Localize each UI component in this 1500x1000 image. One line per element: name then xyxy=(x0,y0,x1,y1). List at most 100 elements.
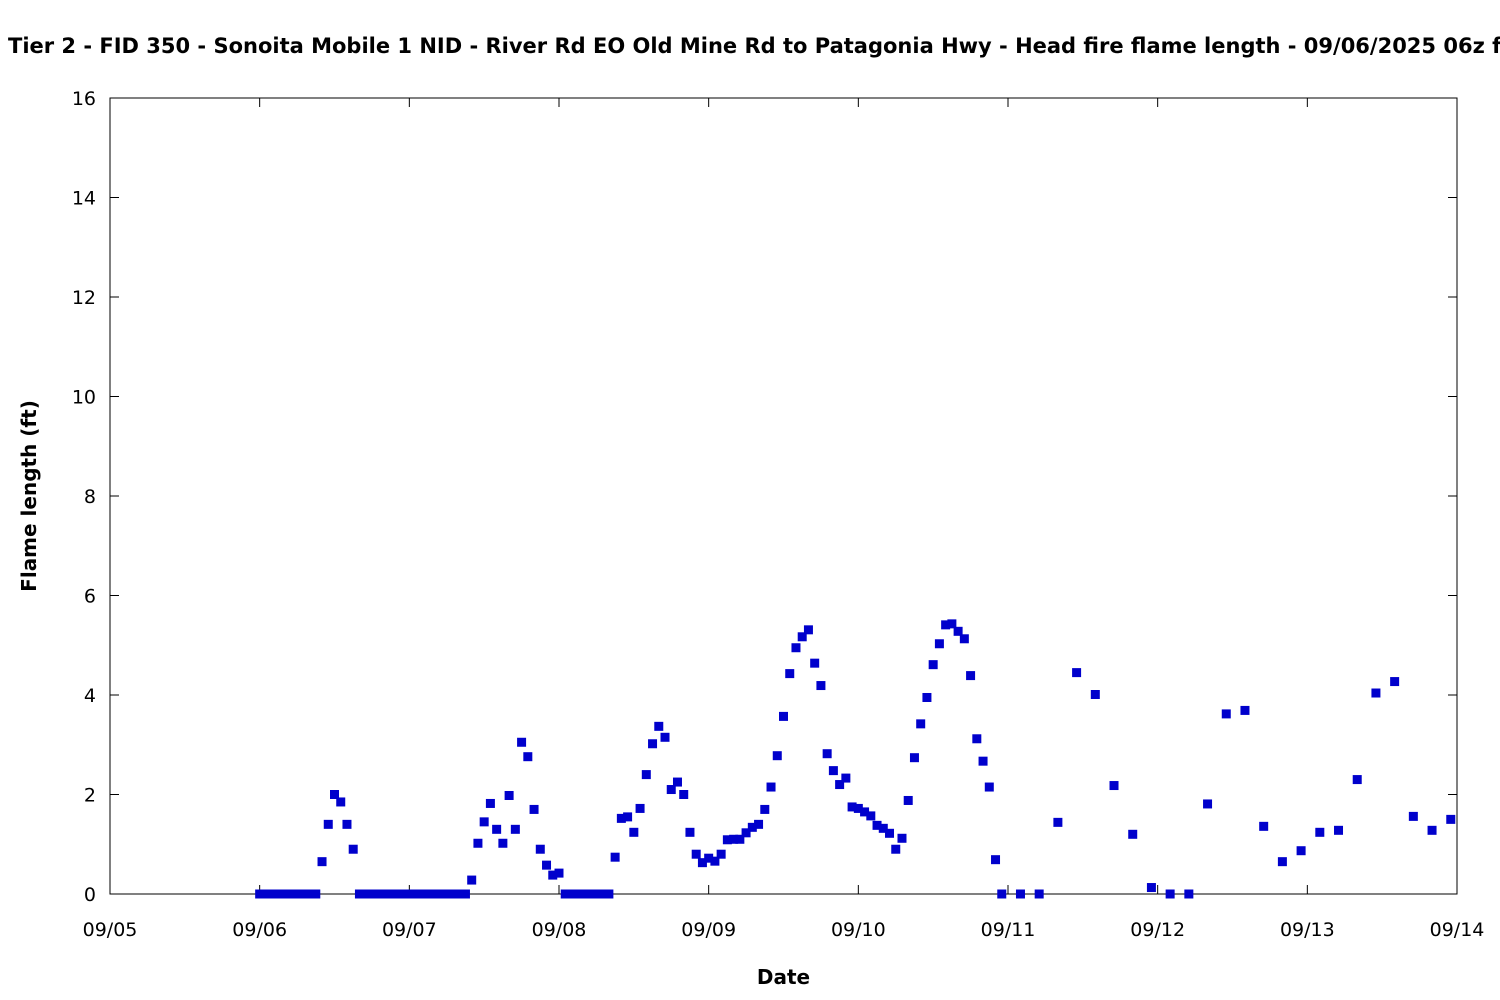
data-point xyxy=(853,803,863,813)
data-point xyxy=(966,671,976,681)
data-point xyxy=(1146,883,1156,893)
data-point xyxy=(1408,811,1418,821)
data-point xyxy=(1296,846,1306,856)
data-point xyxy=(573,889,583,899)
data-point xyxy=(523,752,533,762)
data-point xyxy=(779,711,788,721)
data-point xyxy=(747,822,757,832)
data-point xyxy=(729,834,739,844)
data-point xyxy=(292,889,302,899)
data-point xyxy=(928,660,938,670)
data-point xyxy=(835,780,845,790)
data-point xyxy=(810,658,820,668)
data-point xyxy=(1072,668,1082,678)
y-tick-label: 4 xyxy=(84,685,96,707)
data-point xyxy=(485,798,495,808)
data-point xyxy=(317,857,327,867)
data-point xyxy=(1184,889,1194,899)
data-point xyxy=(379,889,389,899)
data-point xyxy=(448,889,458,899)
data-point xyxy=(766,782,776,792)
data-point xyxy=(685,827,695,837)
data-point xyxy=(436,889,446,899)
data-point xyxy=(510,824,520,834)
data-point xyxy=(442,889,452,899)
data-point xyxy=(548,870,558,880)
y-tick-label: 0 xyxy=(84,884,96,906)
data-point xyxy=(579,889,589,899)
data-point xyxy=(1203,799,1213,809)
y-tick-label: 12 xyxy=(72,287,96,309)
data-point xyxy=(604,889,614,899)
data-point xyxy=(498,838,508,848)
data-point xyxy=(373,889,383,899)
data-point xyxy=(261,889,271,899)
data-point xyxy=(591,889,601,899)
data-point xyxy=(1446,814,1456,824)
y-tick-label: 2 xyxy=(84,785,96,807)
x-tick-label: 09/09 xyxy=(681,919,736,941)
data-point xyxy=(298,889,308,899)
y-tick-label: 6 xyxy=(84,586,96,608)
data-point xyxy=(492,824,502,834)
data-point xyxy=(267,889,277,899)
data-point xyxy=(897,833,907,843)
data-point xyxy=(398,889,408,899)
x-tick-label: 09/08 xyxy=(532,919,587,941)
data-point xyxy=(286,889,296,899)
data-point xyxy=(860,807,870,817)
data-point xyxy=(953,626,963,636)
data-point xyxy=(429,889,439,899)
data-point xyxy=(1034,889,1044,899)
data-point xyxy=(629,827,639,837)
x-tick-label: 09/10 xyxy=(831,919,886,941)
data-point xyxy=(411,889,421,899)
data-point xyxy=(710,856,720,866)
plot-area-frame xyxy=(109,97,1458,895)
data-point xyxy=(891,844,901,854)
data-point xyxy=(972,734,982,744)
data-point xyxy=(754,819,764,829)
data-point xyxy=(704,853,714,863)
data-point xyxy=(847,802,857,812)
x-tick-label: 09/06 xyxy=(232,919,287,941)
data-point xyxy=(392,889,402,899)
data-point xyxy=(791,643,801,653)
data-point xyxy=(741,828,751,838)
data-point xyxy=(716,849,726,859)
data-point xyxy=(991,855,1001,865)
x-tick-label: 09/11 xyxy=(981,919,1036,941)
data-point xyxy=(504,790,514,800)
data-point xyxy=(305,889,315,899)
y-axis-label: Flame length (ft) xyxy=(17,400,41,592)
data-point xyxy=(878,823,888,833)
data-point xyxy=(255,889,265,899)
axis-ticks xyxy=(109,97,1458,895)
data-point xyxy=(785,669,795,679)
data-point xyxy=(816,681,826,691)
x-tick-label: 09/14 xyxy=(1430,919,1485,941)
data-point xyxy=(635,803,645,813)
x-axis-label: Date xyxy=(757,965,810,989)
data-point xyxy=(672,777,682,787)
y-tick-labels: 0 2 4 6 8 10 12 14 16 xyxy=(72,88,96,906)
data-point xyxy=(454,889,464,899)
data-point xyxy=(1221,709,1231,719)
data-point xyxy=(1240,705,1250,715)
x-tick-label: 09/13 xyxy=(1280,919,1335,941)
data-point xyxy=(598,889,608,899)
data-point xyxy=(679,790,689,799)
data-point xyxy=(517,737,527,747)
data-point xyxy=(654,721,664,731)
data-point xyxy=(554,868,564,878)
data-point xyxy=(1277,857,1287,867)
data-point xyxy=(735,834,745,844)
data-point xyxy=(978,756,988,766)
data-point xyxy=(1427,825,1437,835)
data-point xyxy=(797,632,807,642)
data-point xyxy=(1371,688,1381,698)
data-point xyxy=(367,889,377,899)
data-point xyxy=(1390,677,1400,687)
data-point xyxy=(922,692,932,702)
